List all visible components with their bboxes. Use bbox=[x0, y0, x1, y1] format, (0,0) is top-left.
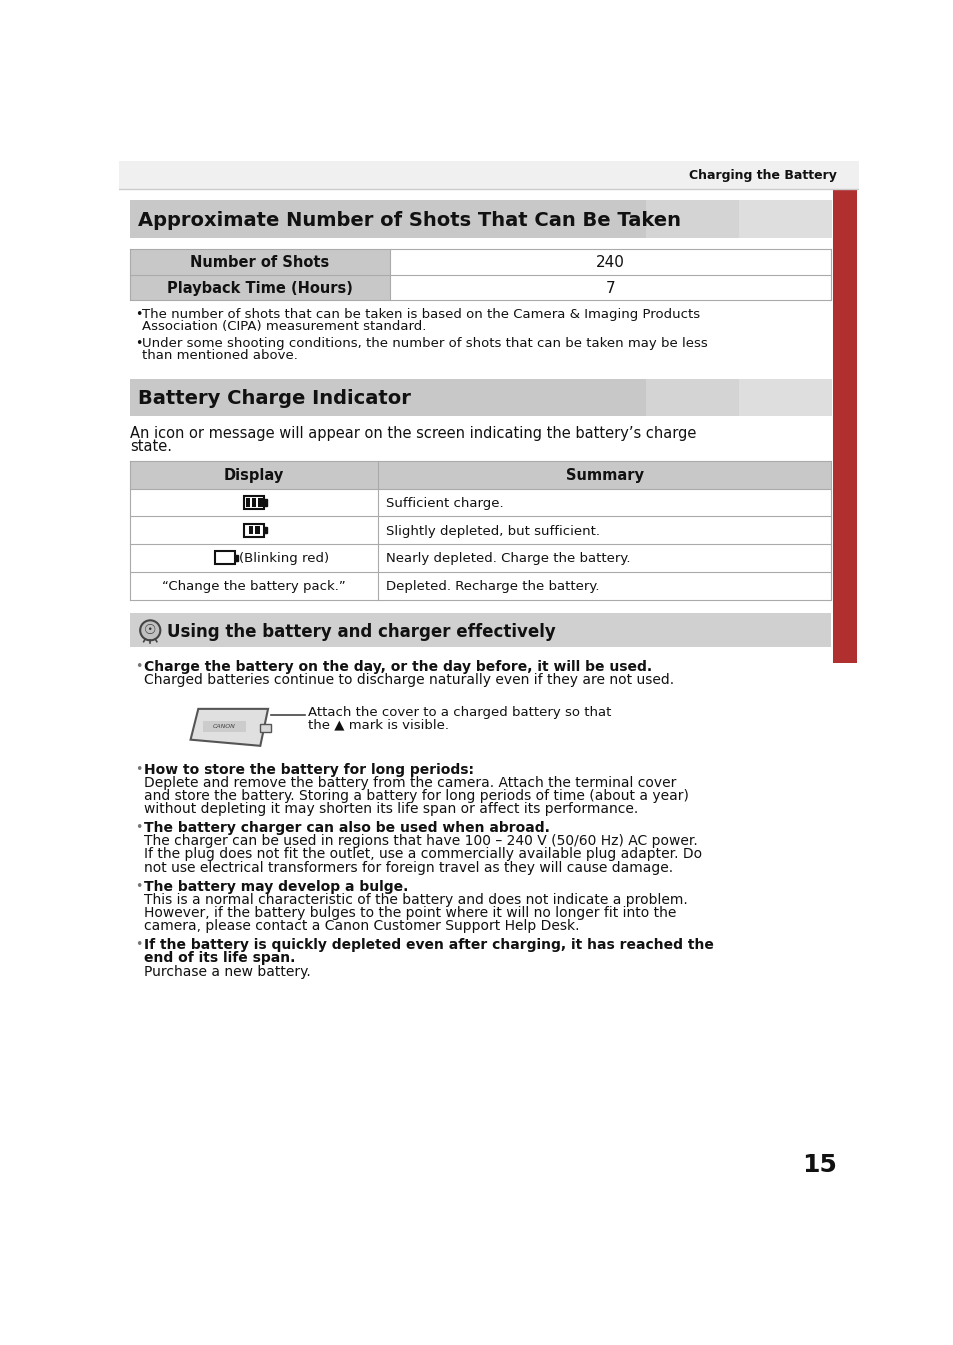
Text: Purchase a new battery.: Purchase a new battery. bbox=[144, 964, 311, 979]
Bar bbox=[739, 379, 831, 416]
Bar bbox=[249, 526, 253, 534]
Bar bbox=[130, 516, 377, 545]
Bar bbox=[390, 274, 831, 300]
Bar bbox=[377, 488, 831, 516]
Bar bbox=[377, 545, 831, 572]
Bar bbox=[264, 499, 267, 506]
Text: Charged batteries continue to discharge naturally even if they are not used.: Charged batteries continue to discharge … bbox=[144, 672, 674, 687]
Bar bbox=[130, 379, 831, 416]
Text: state.: state. bbox=[130, 440, 172, 455]
Bar bbox=[252, 498, 256, 507]
Circle shape bbox=[140, 620, 160, 640]
Text: (Blinking red): (Blinking red) bbox=[238, 553, 329, 565]
Text: Slightly depleted, but sufficient.: Slightly depleted, but sufficient. bbox=[385, 525, 599, 538]
Bar bbox=[390, 249, 831, 274]
Bar bbox=[130, 545, 377, 572]
Bar bbox=[377, 461, 831, 488]
Text: “Change the battery pack.”: “Change the battery pack.” bbox=[162, 580, 346, 593]
Bar bbox=[245, 498, 250, 507]
Text: An icon or message will appear on the screen indicating the battery’s charge: An icon or message will appear on the sc… bbox=[130, 425, 696, 441]
Bar bbox=[203, 721, 245, 732]
Text: Charging the Battery: Charging the Battery bbox=[688, 169, 836, 182]
Text: Battery Charge Indicator: Battery Charge Indicator bbox=[137, 389, 411, 409]
Bar bbox=[130, 488, 377, 516]
Text: Under some shooting conditions, the number of shots that can be taken may be les: Under some shooting conditions, the numb… bbox=[142, 338, 707, 350]
Text: •: • bbox=[134, 308, 142, 320]
Text: Display: Display bbox=[224, 468, 284, 483]
Text: The number of shots that can be taken is based on the Camera & Imaging Products: The number of shots that can be taken is… bbox=[142, 308, 700, 320]
Text: However, if the battery bulges to the point where it will no longer fit into the: However, if the battery bulges to the po… bbox=[144, 907, 676, 920]
Text: •: • bbox=[134, 822, 142, 834]
Bar bbox=[130, 274, 390, 300]
Bar bbox=[234, 555, 237, 561]
Bar bbox=[645, 200, 831, 238]
Text: •: • bbox=[134, 763, 142, 776]
Text: •: • bbox=[134, 338, 142, 350]
Text: Using the battery and charger effectively: Using the battery and charger effectivel… bbox=[167, 623, 556, 642]
Text: camera, please contact a Canon Customer Support Help Desk.: camera, please contact a Canon Customer … bbox=[144, 919, 578, 933]
Text: If the battery is quickly depleted even after charging, it has reached the: If the battery is quickly depleted even … bbox=[144, 939, 713, 952]
Text: without depleting it may shorten its life span or affect its performance.: without depleting it may shorten its lif… bbox=[144, 802, 638, 816]
Text: Attach the cover to a charged battery so that: Attach the cover to a charged battery so… bbox=[308, 706, 611, 718]
Bar bbox=[832, 190, 856, 663]
Text: Charge the battery on the day, or the day before, it will be used.: Charge the battery on the day, or the da… bbox=[144, 659, 652, 674]
Bar bbox=[377, 516, 831, 545]
Text: How to store the battery for long periods:: How to store the battery for long period… bbox=[144, 763, 474, 777]
Bar bbox=[214, 551, 234, 565]
Bar bbox=[119, 161, 858, 190]
Text: Summary: Summary bbox=[565, 468, 643, 483]
Text: •: • bbox=[134, 659, 142, 672]
Text: 240: 240 bbox=[596, 256, 624, 270]
Text: The battery charger can also be used when abroad.: The battery charger can also be used whe… bbox=[144, 822, 549, 835]
Text: If the plug does not fit the outlet, use a commercially available plug adapter. : If the plug does not fit the outlet, use… bbox=[144, 847, 701, 861]
Text: The battery may develop a bulge.: The battery may develop a bulge. bbox=[144, 880, 408, 894]
Bar bbox=[130, 613, 831, 647]
Bar bbox=[264, 527, 267, 534]
Text: Association (CIPA) measurement standard.: Association (CIPA) measurement standard. bbox=[142, 320, 426, 334]
Bar bbox=[244, 523, 264, 537]
Polygon shape bbox=[191, 709, 268, 746]
Text: CANON: CANON bbox=[213, 724, 235, 729]
Bar bbox=[244, 496, 264, 508]
Text: •: • bbox=[134, 939, 142, 951]
Bar bbox=[377, 572, 831, 600]
Bar bbox=[130, 200, 831, 238]
Bar bbox=[254, 526, 259, 534]
Bar bbox=[130, 249, 390, 274]
Bar bbox=[260, 724, 271, 732]
Text: ☉: ☉ bbox=[144, 623, 156, 638]
Text: Sufficient charge.: Sufficient charge. bbox=[385, 496, 503, 510]
Text: 7: 7 bbox=[605, 281, 615, 296]
Text: not use electrical transformers for foreign travel as they will cause damage.: not use electrical transformers for fore… bbox=[144, 861, 673, 874]
Text: the ▲ mark is visible.: the ▲ mark is visible. bbox=[308, 718, 449, 732]
Text: Deplete and remove the battery from the camera. Attach the terminal cover: Deplete and remove the battery from the … bbox=[144, 776, 676, 790]
Text: Number of Shots: Number of Shots bbox=[190, 256, 329, 270]
Bar bbox=[130, 461, 377, 488]
Text: Approximate Number of Shots That Can Be Taken: Approximate Number of Shots That Can Be … bbox=[137, 211, 680, 230]
Text: end of its life span.: end of its life span. bbox=[144, 951, 295, 966]
Text: 15: 15 bbox=[801, 1153, 836, 1177]
Text: Playback Time (Hours): Playback Time (Hours) bbox=[167, 281, 353, 296]
Bar bbox=[257, 498, 262, 507]
Text: This is a normal characteristic of the battery and does not indicate a problem.: This is a normal characteristic of the b… bbox=[144, 893, 687, 907]
Text: Nearly depleted. Charge the battery.: Nearly depleted. Charge the battery. bbox=[385, 553, 630, 565]
Text: Depleted. Recharge the battery.: Depleted. Recharge the battery. bbox=[385, 580, 598, 593]
Text: The charger can be used in regions that have 100 – 240 V (50/60 Hz) AC power.: The charger can be used in regions that … bbox=[144, 834, 697, 849]
Text: •: • bbox=[134, 880, 142, 893]
Text: and store the battery. Storing a battery for long periods of time (about a year): and store the battery. Storing a battery… bbox=[144, 790, 688, 803]
Bar bbox=[645, 379, 831, 416]
Bar bbox=[739, 200, 831, 238]
Bar bbox=[130, 572, 377, 600]
Text: than mentioned above.: than mentioned above. bbox=[142, 350, 298, 362]
